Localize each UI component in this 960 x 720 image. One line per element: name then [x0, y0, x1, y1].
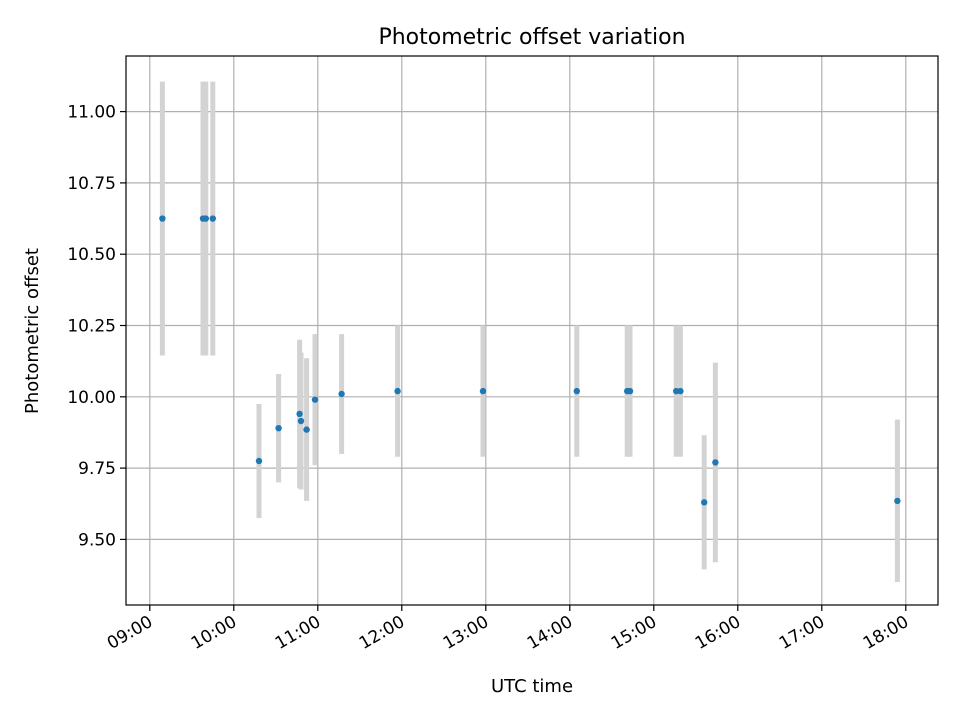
data-point: [297, 417, 305, 425]
y-tick-label: 10.25: [67, 317, 116, 337]
data-point: [394, 387, 401, 395]
data-point: [311, 396, 319, 403]
plot-frame: [125, 55, 939, 606]
y-tick-label: 10.50: [67, 245, 116, 265]
data-point: [255, 457, 263, 465]
x-axis-label: UTC time: [491, 676, 573, 697]
data-point: [894, 497, 901, 505]
data-point: [296, 410, 303, 418]
data-point: [159, 215, 166, 222]
data-point: [202, 215, 209, 222]
data-point: [677, 387, 684, 395]
data-point: [338, 390, 345, 398]
y-tick-label: 10.75: [67, 174, 116, 194]
y-tick-label: 11.00: [67, 103, 116, 123]
grid: [126, 56, 938, 605]
data-point: [712, 459, 719, 466]
y-tick-label: 9.50: [78, 530, 116, 550]
data-point: [303, 426, 310, 433]
chart-title: Photometric offset variation: [378, 25, 685, 50]
data-points: [159, 215, 901, 506]
y-axis-label: Photometric offset: [22, 248, 43, 414]
data-point: [275, 424, 282, 432]
data-point: [479, 387, 487, 395]
data-point: [626, 387, 634, 395]
y-axis: 9.50 9.75 10.00 10.25 10.50 10.75 11.00: [67, 103, 126, 550]
data-point: [573, 387, 580, 395]
y-tick-label: 9.75: [78, 459, 116, 479]
data-point: [209, 215, 216, 222]
y-tick-label: 10.00: [67, 388, 116, 408]
data-point: [701, 499, 708, 506]
